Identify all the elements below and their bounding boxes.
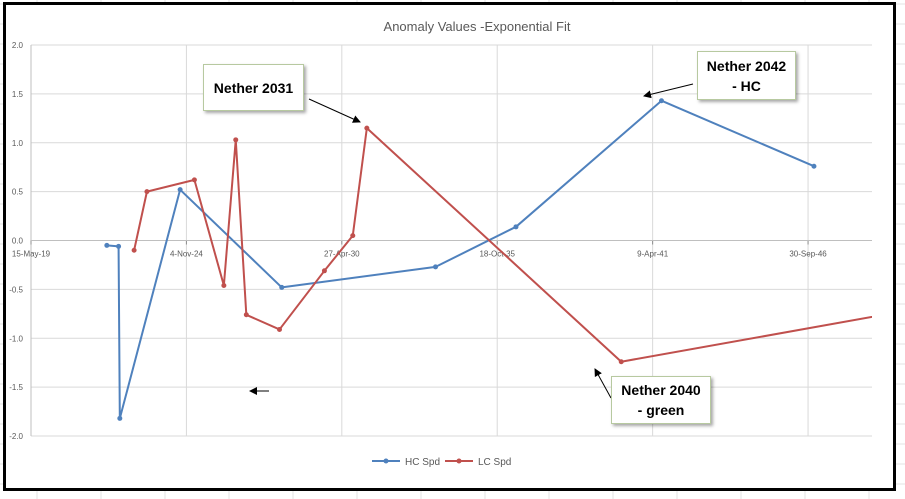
series-line-lc-spd (133, 127, 872, 363)
legend-label-hc: HC Spd (405, 457, 440, 468)
y-tick-label: -1.0 (9, 334, 23, 343)
x-tick-label: 15-May-19 (12, 250, 51, 259)
x-tick-label: 18-Oct-35 (479, 250, 515, 259)
y-axis: 2.0 1.5 1.0 0.5 0.0 -0.5 -1.0 -1.5 -2.0 (9, 41, 32, 441)
data-point-hc-spd (116, 243, 122, 249)
data-point-lc-spd (243, 312, 249, 318)
arrow-nether-2040 (594, 368, 612, 399)
y-tick-label: 0.5 (12, 188, 24, 197)
x-tick-label: 4-Nov-24 (170, 250, 203, 259)
legend-marker-lc (456, 458, 462, 464)
data-point-lc-spd (233, 137, 239, 143)
y-tick-label: 2.0 (12, 41, 24, 50)
data-point-hc-spd (177, 187, 183, 193)
y-tick-label: 1.0 (12, 139, 24, 148)
data-point-hc-spd (117, 415, 123, 421)
x-tick-label: 9-Apr-41 (637, 250, 669, 259)
arrow-nether-2042 (643, 83, 694, 99)
plot-series (104, 98, 872, 421)
chart-title: Anomaly Values -Exponential Fit (384, 19, 571, 34)
data-point-lc-spd (364, 125, 370, 131)
data-point-lc-spd (321, 268, 327, 274)
data-point-hc-spd (513, 224, 519, 230)
data-point-lc-spd (618, 359, 624, 365)
data-point-lc-spd (131, 247, 137, 253)
annotation-arrows (249, 83, 694, 399)
annotation-nether-2031: Nether 2031 (203, 64, 304, 111)
data-point-lc-spd (191, 177, 197, 183)
x-tick-label: 27-Apr-30 (324, 250, 360, 259)
y-tick-label: -2.0 (9, 432, 23, 441)
arrow-nether-2031 (308, 98, 361, 123)
x-axis: 15-May-19 4-Nov-24 27-Apr-30 18-Oct-35 9-Apr… (12, 240, 872, 259)
annotation-nether-2042-hc: Nether 2042 - HC (697, 51, 796, 100)
y-tick-label: 1.5 (12, 90, 24, 99)
data-point-lc-spd (350, 233, 356, 239)
y-tick-label: -1.5 (9, 383, 23, 392)
annotation-nether-2040-green: Nether 2040 - green (611, 376, 711, 424)
data-point-lc-spd (144, 189, 150, 195)
data-point-hc-spd (658, 98, 664, 104)
x-tick-label: 30-Sep-46 (789, 250, 827, 259)
series-line-hc-spd (106, 99, 815, 420)
data-point-lc-spd (221, 282, 227, 288)
data-point-hc-spd (104, 242, 110, 248)
legend: HC Spd LC Spd (372, 457, 511, 468)
legend-label-lc: LC Spd (478, 457, 511, 468)
data-point-hc-spd (433, 264, 439, 270)
data-point-lc-spd (277, 326, 283, 332)
data-point-hc-spd (811, 163, 817, 169)
data-point-hc-spd (279, 284, 285, 290)
legend-marker-hc (383, 458, 389, 464)
y-tick-label: -0.5 (9, 285, 23, 294)
y-tick-label: 0.0 (12, 237, 24, 246)
